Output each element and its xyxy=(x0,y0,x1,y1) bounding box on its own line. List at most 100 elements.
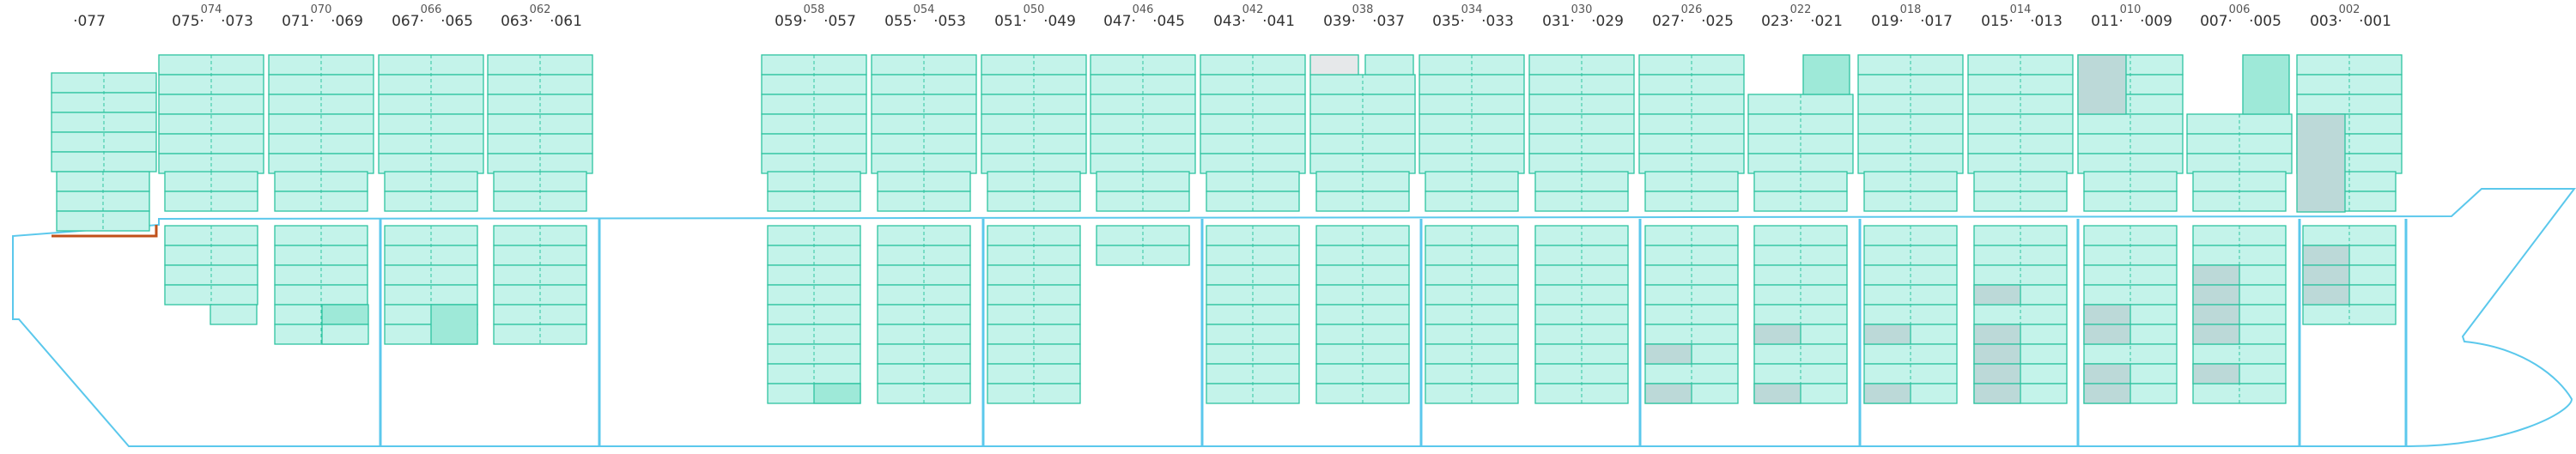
container-slot[interactable] xyxy=(2077,133,2184,154)
container-slot[interactable] xyxy=(981,133,1087,154)
grey-slot[interactable] xyxy=(2192,304,2240,325)
container-slot[interactable] xyxy=(1967,133,2074,154)
highlighted-slot[interactable] xyxy=(1802,54,1850,95)
bay-right-label: ·041 xyxy=(1262,13,1295,30)
container-slot[interactable] xyxy=(871,133,977,154)
bay-top-label: 014 xyxy=(2010,3,2032,16)
grey-slot[interactable] xyxy=(2192,284,2240,306)
container-slot[interactable] xyxy=(321,324,369,345)
bay-top-label: 062 xyxy=(530,3,551,16)
grey-slot[interactable] xyxy=(2083,304,2131,325)
grey-slot[interactable] xyxy=(2302,284,2350,306)
highlighted-slot[interactable] xyxy=(813,383,861,404)
container-stack xyxy=(1857,54,1964,174)
bay-left-label: 067· xyxy=(392,13,424,30)
bay-top-label: 002 xyxy=(2339,3,2360,16)
grey-slot[interactable] xyxy=(2302,264,2350,286)
container-slot[interactable] xyxy=(378,133,484,154)
grey-slot[interactable] xyxy=(2296,113,2346,213)
container-stack xyxy=(1096,225,1190,266)
container-stack xyxy=(274,171,368,212)
grey-slot[interactable] xyxy=(1863,324,1911,345)
grey-slot[interactable] xyxy=(1644,383,1692,404)
container-stack xyxy=(1206,225,1300,404)
container-stack xyxy=(987,171,1081,212)
container-slot[interactable] xyxy=(158,133,264,154)
hull-outline xyxy=(12,188,2576,447)
bay-right-label: ·029 xyxy=(1591,13,1624,30)
grey-slot[interactable] xyxy=(1973,324,2021,345)
container-stack xyxy=(1200,54,1306,174)
grey-slot[interactable] xyxy=(1973,343,2021,365)
bay-top-label: 046 xyxy=(1133,3,1154,16)
grey-slot[interactable] xyxy=(2192,363,2240,384)
grey-slot[interactable] xyxy=(2077,54,2127,115)
grey-slot[interactable] xyxy=(1973,284,2021,306)
container-slot[interactable] xyxy=(1309,153,1416,174)
container-stack xyxy=(2083,171,2178,212)
highlighted-slot[interactable] xyxy=(321,304,369,325)
container-slot[interactable] xyxy=(1534,304,1629,325)
grey-slot[interactable] xyxy=(1753,383,1801,404)
grey-slot[interactable] xyxy=(2302,245,2350,266)
grey-slot[interactable] xyxy=(1863,383,1911,404)
container-slot[interactable] xyxy=(493,304,587,325)
container-stack xyxy=(877,171,971,212)
container-slot[interactable] xyxy=(1090,133,1196,154)
bay-top-label: 050 xyxy=(1024,3,1045,16)
container-slot[interactable] xyxy=(1644,304,1739,325)
container-slot[interactable] xyxy=(761,133,867,154)
container-stack xyxy=(1315,171,1410,212)
container-slot[interactable] xyxy=(767,304,861,325)
container-slot[interactable] xyxy=(487,133,593,154)
container-slot[interactable] xyxy=(1857,133,1964,154)
grey-slot[interactable] xyxy=(2192,264,2240,286)
bay-left-label: 035· xyxy=(1432,13,1465,30)
container-slot[interactable] xyxy=(877,304,971,325)
grey-slot[interactable] xyxy=(1644,343,1692,365)
bay-left-label: 019· xyxy=(1871,13,1904,30)
container-slot[interactable] xyxy=(1973,304,2068,325)
container-slot[interactable] xyxy=(1364,54,1414,76)
bay-left-label: 047· xyxy=(1103,13,1136,30)
container-slot[interactable] xyxy=(51,151,157,173)
container-slot[interactable] xyxy=(1425,304,1519,325)
bay-right-label: ·017 xyxy=(1920,13,1953,30)
grey-slot[interactable] xyxy=(1973,383,2021,404)
container-stack xyxy=(164,225,258,306)
container-stack xyxy=(51,72,157,173)
container-stack xyxy=(487,54,593,174)
grey-slot[interactable] xyxy=(2083,383,2131,404)
bay-top-label: 054 xyxy=(914,3,935,16)
bay-left-label: 015· xyxy=(1981,13,2014,30)
container-slot[interactable] xyxy=(1753,304,1848,325)
grey-slot[interactable] xyxy=(2083,363,2131,384)
bay-top-label: 058 xyxy=(804,3,825,16)
container-slots xyxy=(51,54,2403,404)
bay-top-label: 022 xyxy=(1790,3,1812,16)
container-slot[interactable] xyxy=(268,133,374,154)
container-slot[interactable] xyxy=(1315,304,1410,325)
container-stack xyxy=(1644,225,1739,404)
bay-top-label: 066 xyxy=(421,3,442,16)
container-slot[interactable] xyxy=(210,304,258,325)
container-slot[interactable] xyxy=(1206,304,1300,325)
container-slot[interactable] xyxy=(987,304,1081,325)
container-slot[interactable] xyxy=(1528,133,1635,154)
highlighted-slot[interactable] xyxy=(2242,54,2290,115)
grey-slot[interactable] xyxy=(1753,324,1801,345)
bay-right-label: ·077 xyxy=(73,13,106,30)
container-slot[interactable] xyxy=(1638,133,1745,154)
grey-slot[interactable] xyxy=(1973,363,2021,384)
container-stack xyxy=(1315,225,1410,404)
container-stack xyxy=(1090,54,1196,174)
container-stack xyxy=(761,54,867,174)
empty-slot[interactable] xyxy=(1309,54,1359,76)
grey-slot[interactable] xyxy=(2083,324,2131,345)
highlighted-slot[interactable] xyxy=(430,304,478,345)
container-slot[interactable] xyxy=(1863,304,1958,325)
grey-slot[interactable] xyxy=(2192,324,2240,345)
container-slot[interactable] xyxy=(1200,133,1306,154)
container-slot[interactable] xyxy=(2302,304,2397,325)
container-slot[interactable] xyxy=(1419,133,1525,154)
